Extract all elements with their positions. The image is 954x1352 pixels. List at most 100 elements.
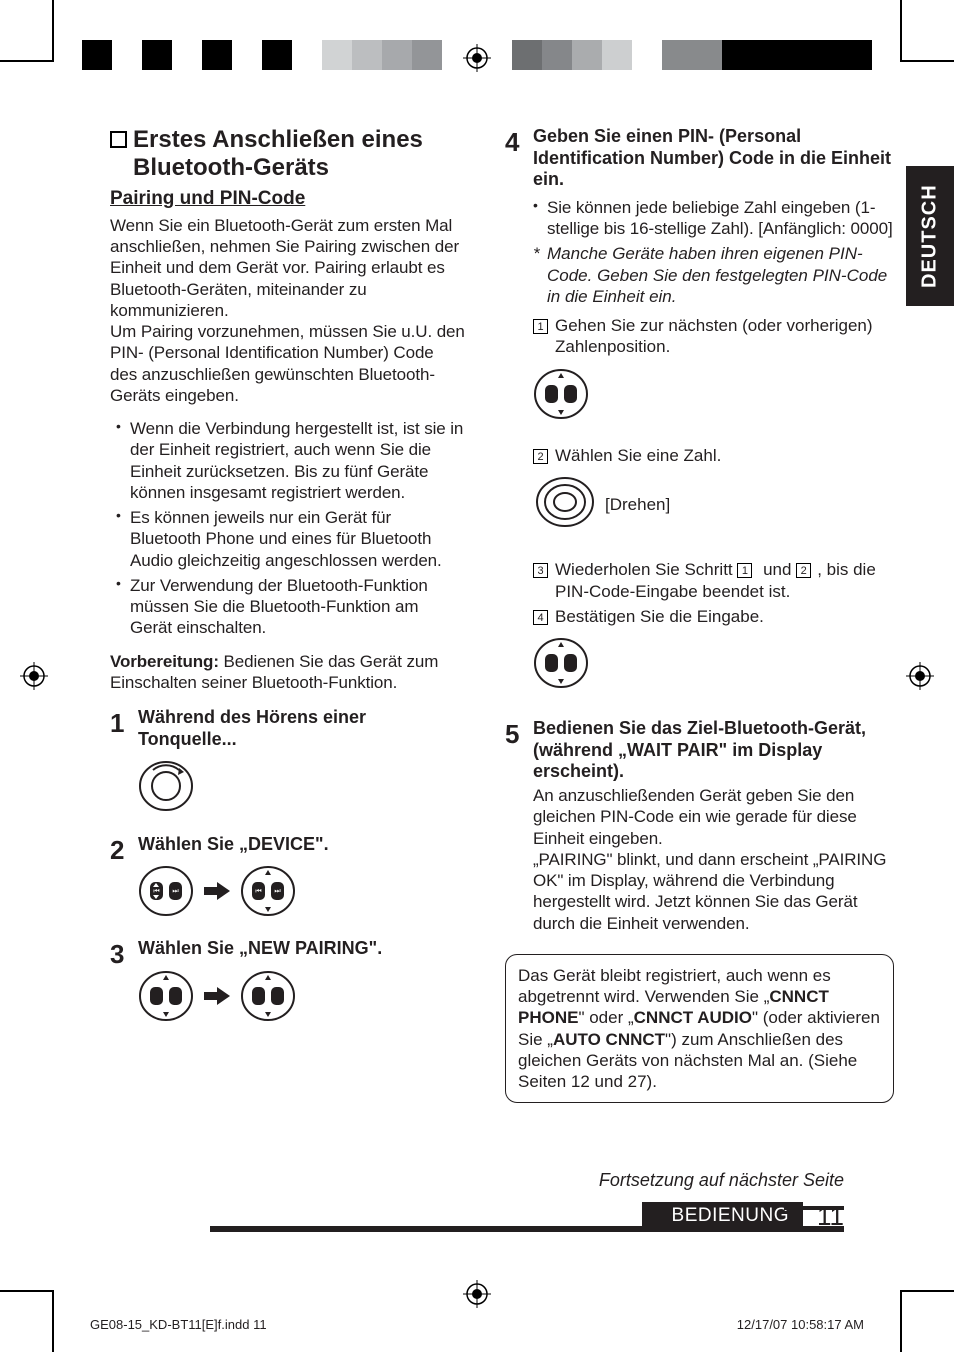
color-swatch xyxy=(722,40,752,70)
color-swatch xyxy=(172,40,202,70)
step-number: 1 xyxy=(110,707,138,819)
text-fragment: " oder „ xyxy=(578,1008,633,1027)
color-swatch xyxy=(82,40,112,70)
step-title: Bedienen Sie das Ziel-Bluetooth-Gerät, (… xyxy=(533,718,894,783)
registration-mark-icon xyxy=(463,44,491,72)
crop-mark xyxy=(900,1290,902,1352)
color-swatch xyxy=(752,40,782,70)
color-swatch xyxy=(572,40,602,70)
color-swatch xyxy=(322,40,352,70)
step-2-icons: ⏮⏭ ⏮⏭ xyxy=(138,863,465,924)
dpad-icon: ⏮⏭ xyxy=(240,863,296,924)
step-5: 5 Bedienen Sie das Ziel-Bluetooth-Gerät,… xyxy=(505,718,894,934)
language-tab: DEUTSCH xyxy=(906,166,954,306)
step-title: Wählen Sie „DEVICE". xyxy=(138,834,465,856)
step-3-icons xyxy=(138,968,465,1029)
list-item: Es können jeweils nur ein Gerät für Blue… xyxy=(116,507,465,571)
substep-2: 2 Wählen Sie eine Zahl. xyxy=(533,445,894,466)
list-item: Zur Verwendung der Bluetooth-Funktion mü… xyxy=(116,575,465,639)
heading-line-2: Bluetooth-Geräts xyxy=(133,154,329,181)
list-item: Wenn die Verbindung hergestellt ist, ist… xyxy=(116,418,465,503)
crop-mark xyxy=(900,0,902,62)
crop-mark xyxy=(52,1290,54,1352)
step-body-text: An anzuschließenden Gerät geben Sie den … xyxy=(533,785,894,934)
right-column: 4 Geben Sie einen PIN- (Personal Identif… xyxy=(505,126,894,1103)
boxed-number-icon: 1 xyxy=(737,563,752,578)
continuation-note: Fortsetzung auf nächster Seite xyxy=(110,1170,894,1191)
color-swatch xyxy=(202,40,232,70)
step-4: 4 Geben Sie einen PIN- (Personal Identif… xyxy=(505,126,894,696)
color-swatch xyxy=(842,40,872,70)
color-swatch xyxy=(812,40,842,70)
bullet-list: Wenn die Verbindung hergestellt ist, ist… xyxy=(116,418,465,639)
svg-text:⏭: ⏭ xyxy=(172,888,179,895)
left-column: Erstes Anschließen eines Bluetooth-Gerät… xyxy=(110,126,465,1103)
asterisk-note: Manche Geräte haben ihren eigenen PIN-Co… xyxy=(533,243,894,307)
color-swatch xyxy=(542,40,572,70)
svg-text:⏮: ⏮ xyxy=(255,888,261,895)
registration-mark-icon xyxy=(906,662,934,690)
footer-rule xyxy=(784,1206,844,1210)
step-title: Wählen Sie „NEW PAIRING". xyxy=(138,938,465,960)
subheading: Pairing und PIN-Code xyxy=(110,187,465,211)
step-title: Während des Hörens einer Tonquelle... xyxy=(138,707,465,750)
square-bullet-icon xyxy=(110,131,127,148)
color-swatch xyxy=(382,40,412,70)
crop-mark xyxy=(0,60,54,62)
bold-term: AUTO CNNCT xyxy=(553,1030,665,1049)
list-item: Sie können jede beliebige Zahl eingeben … xyxy=(533,197,894,240)
page-content: DEUTSCH Erstes Anschließen eines Bluetoo… xyxy=(110,126,894,1232)
dpad-icon xyxy=(533,635,894,696)
heading-line-1: Erstes Anschließen eines xyxy=(133,126,423,153)
print-timestamp: 12/17/07 10:58:17 AM xyxy=(737,1317,864,1332)
color-swatch xyxy=(262,40,292,70)
substep-1: 1 Gehen Sie zur nächsten (oder vorherige… xyxy=(533,315,894,358)
color-swatch xyxy=(512,40,542,70)
color-swatch xyxy=(662,40,692,70)
step-1: 1 Während des Hörens einer Tonquelle... xyxy=(110,707,465,819)
color-swatch xyxy=(782,40,812,70)
section-heading: Erstes Anschließen eines Bluetooth-Gerät… xyxy=(110,126,465,181)
boxed-number-icon: 3 xyxy=(533,563,548,578)
color-bar-right xyxy=(512,40,872,70)
bold-term: CNNCT AUDIO xyxy=(634,1008,752,1027)
substep-3: 3 Wiederholen Sie Schritt 1 und 2, bis d… xyxy=(533,559,894,602)
text-fragment: und xyxy=(758,560,796,579)
color-swatch xyxy=(142,40,172,70)
page-footer: Fortsetzung auf nächster Seite BEDIENUNG… xyxy=(110,1170,894,1232)
crop-mark xyxy=(52,0,54,62)
arrow-right-icon xyxy=(204,983,230,1014)
crop-mark xyxy=(900,1290,954,1292)
step-number: 2 xyxy=(110,834,138,925)
substep-text: Wiederholen Sie Schritt 1 und 2, bis die… xyxy=(555,559,894,602)
color-swatch xyxy=(632,40,662,70)
print-file-name: GE08-15_KD-BT11[E]f.indd 11 xyxy=(90,1317,267,1332)
step-number: 3 xyxy=(110,938,138,1029)
arrow-right-icon xyxy=(204,878,230,909)
dpad-icon xyxy=(240,968,296,1029)
step-number: 5 xyxy=(505,718,533,934)
preparation-line: Vorbereitung: Bedienen Sie das Gerät zum… xyxy=(110,651,465,694)
color-swatch xyxy=(232,40,262,70)
dpad-icon: ⏮⏭ xyxy=(138,863,194,924)
registration-mark-icon xyxy=(463,1280,491,1308)
note-box: Das Gerät bleibt registriert, auch wenn … xyxy=(505,954,894,1104)
color-bar-left xyxy=(82,40,442,70)
registration-mark-icon xyxy=(20,662,48,690)
crop-mark xyxy=(0,1290,54,1292)
step-3: 3 Wählen Sie „NEW PAIRING". xyxy=(110,938,465,1029)
boxed-number-icon: 1 xyxy=(533,319,548,334)
substep-4: 4 Bestätigen Sie die Eingabe. xyxy=(533,606,894,627)
color-swatch xyxy=(602,40,632,70)
dial-icon xyxy=(533,474,597,535)
footer-rule xyxy=(210,1226,844,1232)
svg-text:⏮: ⏮ xyxy=(153,888,159,895)
dial-row: [Drehen] xyxy=(533,474,894,535)
boxed-number-icon: 2 xyxy=(796,563,811,578)
color-swatch xyxy=(112,40,142,70)
color-swatch xyxy=(412,40,442,70)
step-title: Geben Sie einen PIN- (Personal Identific… xyxy=(533,126,894,191)
dial-icon xyxy=(138,758,465,819)
print-metadata: GE08-15_KD-BT11[E]f.indd 11 12/17/07 10:… xyxy=(90,1317,864,1332)
crop-mark xyxy=(900,60,954,62)
